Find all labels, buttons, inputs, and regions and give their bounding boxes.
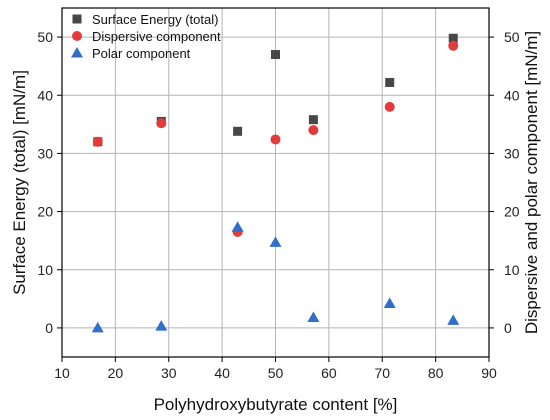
data-point-circle bbox=[156, 118, 167, 129]
data-point-triangle bbox=[307, 311, 320, 322]
y-right-tick-label: 50 bbox=[504, 29, 520, 45]
y-right-tick-label: 0 bbox=[504, 320, 512, 336]
y-right-tick-label: 20 bbox=[504, 204, 520, 220]
data-point-triangle bbox=[269, 236, 282, 247]
x-tick-label: 40 bbox=[214, 365, 230, 381]
data-point-circle bbox=[270, 134, 281, 145]
data-point-triangle bbox=[447, 314, 460, 325]
legend-label: Dispersive component bbox=[92, 29, 221, 44]
data-point-square bbox=[271, 50, 280, 60]
legend-label: Polar component bbox=[92, 46, 191, 61]
data-point-triangle bbox=[231, 221, 244, 232]
y-axis-left-title: Surface Energy (total) [mN/m] bbox=[10, 70, 29, 295]
x-tick-label: 70 bbox=[374, 365, 390, 381]
y-right-tick-label: 10 bbox=[504, 262, 520, 278]
x-tick-label: 90 bbox=[481, 365, 497, 381]
y-left-tick-label: 40 bbox=[37, 87, 53, 103]
data-point-triangle bbox=[155, 320, 168, 331]
data-point-circle bbox=[308, 125, 319, 136]
legend-marker-circle bbox=[72, 31, 82, 41]
series-circle bbox=[92, 40, 459, 237]
y-left-tick-label: 20 bbox=[37, 204, 53, 220]
legend-label: Surface Energy (total) bbox=[92, 12, 218, 27]
data-marks bbox=[91, 33, 460, 333]
data-point-circle bbox=[92, 136, 103, 147]
data-point-square bbox=[448, 33, 458, 43]
x-tick-label: 60 bbox=[321, 365, 337, 381]
data-point-triangle bbox=[383, 297, 396, 308]
x-axis-title: Polyhydroxybutyrate content [%] bbox=[154, 395, 398, 414]
data-point-circle bbox=[448, 40, 459, 51]
y-left-tick-label: 10 bbox=[37, 262, 53, 278]
legend-marker-triangle bbox=[71, 47, 83, 58]
x-tick-label: 80 bbox=[428, 365, 444, 381]
y-left-tick-label: 0 bbox=[45, 320, 53, 336]
y-axis-right-title: Dispersive and polar component [mN/m] bbox=[522, 31, 541, 334]
x-tick-label: 30 bbox=[161, 365, 177, 381]
x-tick-label: 10 bbox=[54, 365, 70, 381]
data-point-triangle bbox=[91, 321, 104, 333]
series-triangle bbox=[91, 221, 460, 333]
x-tick-label: 50 bbox=[268, 365, 284, 381]
legend: Surface Energy (total) Dispersive compone… bbox=[71, 12, 221, 61]
y-left-tick-label: 30 bbox=[37, 145, 53, 161]
data-point-square bbox=[233, 126, 243, 136]
data-point-square bbox=[308, 115, 318, 125]
y-left-tick-label: 50 bbox=[37, 29, 53, 45]
grid bbox=[62, 8, 489, 357]
x-tick-label: 20 bbox=[108, 365, 124, 381]
y-right-tick-label: 30 bbox=[504, 145, 520, 161]
data-point-circle bbox=[384, 101, 395, 112]
legend-marker-square bbox=[72, 14, 82, 24]
y-right-tick-label: 40 bbox=[504, 87, 520, 103]
data-point-square bbox=[385, 77, 395, 87]
ticks: 10 20 30 40 50 60 70 80 90 0 0 10 10 20 20 30 30 40 40 50 50 bbox=[37, 29, 519, 381]
